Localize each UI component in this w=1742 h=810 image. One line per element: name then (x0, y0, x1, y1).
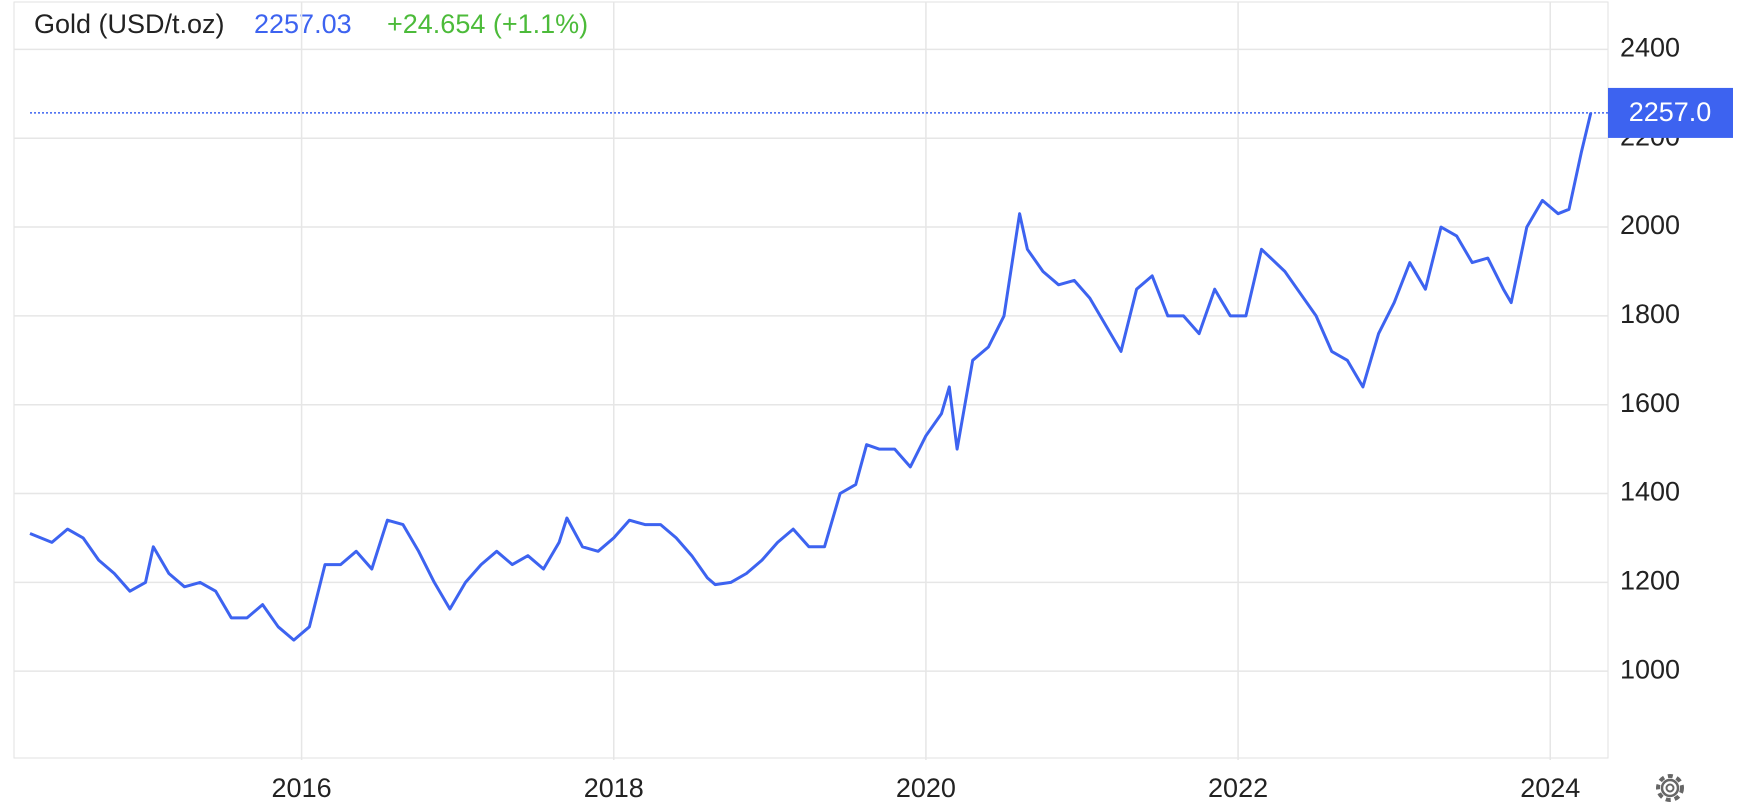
y-tick-label: 1200 (1620, 565, 1680, 595)
chart-title: Gold (USD/t.oz) (34, 9, 225, 39)
y-tick-label: 1600 (1620, 388, 1680, 418)
x-tick-label: 2020 (896, 773, 956, 803)
price: 2257.03 (254, 9, 352, 39)
x-tick-label: 2016 (272, 773, 332, 803)
y-tick-label: 1400 (1620, 477, 1680, 507)
price-line (29, 112, 1593, 642)
x-tick-label: 2024 (1520, 773, 1580, 803)
x-tick-label: 2022 (1208, 773, 1268, 803)
y-tick-label: 1000 (1620, 654, 1680, 684)
last-price-label: 2257.0 (1629, 97, 1712, 127)
settings-icon[interactable] (1656, 774, 1684, 802)
y-tick-label: 1800 (1620, 299, 1680, 329)
y-tick-label: 2400 (1620, 33, 1680, 63)
change: +24.654 (+1.1%) (387, 9, 588, 39)
y-tick-label: 2000 (1620, 210, 1680, 240)
x-tick-label: 2018 (584, 773, 644, 803)
plot-border (13, 1, 1609, 759)
last-price-box (1608, 87, 1733, 138)
